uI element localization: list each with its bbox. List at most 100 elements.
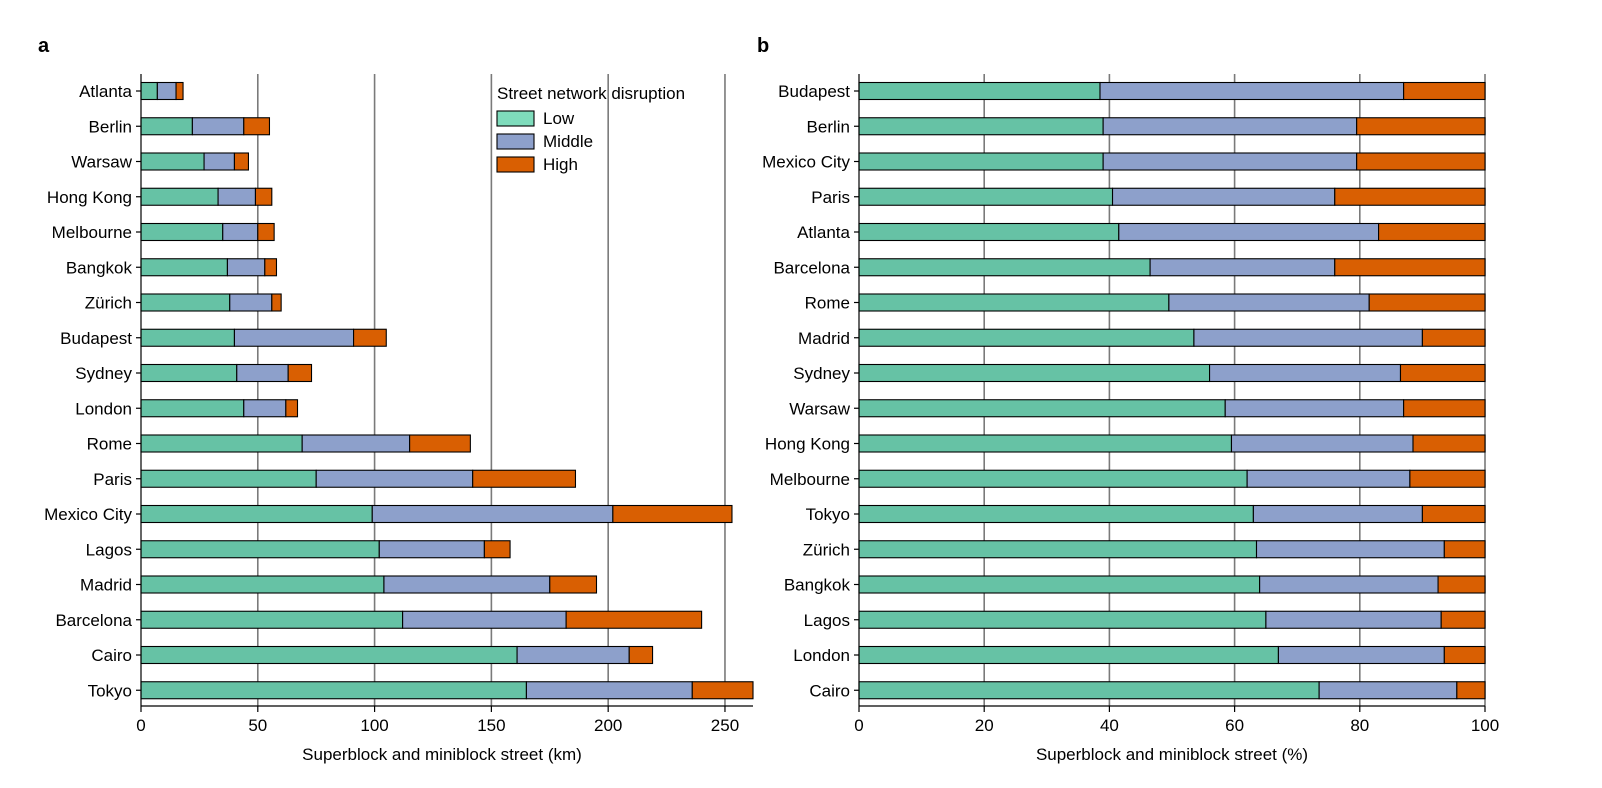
panel-b-bars bbox=[858, 81, 1486, 700]
panel-b-x-axis-title: Superblock and miniblock street (%) bbox=[1036, 745, 1308, 764]
bar-bangkok-low bbox=[858, 575, 1261, 594]
bar-bangkok-low bbox=[140, 258, 228, 277]
x-tick-label: 100 bbox=[1471, 716, 1499, 735]
bar-barcelona-middle bbox=[1149, 258, 1336, 277]
bar-hong-kong-low bbox=[858, 434, 1233, 453]
legend-title: Street network disruption bbox=[497, 84, 685, 103]
category-label-budapest: Budapest bbox=[60, 329, 132, 348]
x-tick-label: 150 bbox=[477, 716, 505, 735]
legend-swatch-low bbox=[496, 110, 535, 127]
bar-warsaw-low bbox=[140, 152, 205, 171]
category-label-barcelona: Barcelona bbox=[55, 611, 132, 630]
bar-rome-middle bbox=[1168, 293, 1370, 312]
panel-b-x-axis: 0 20 40 60 80 100 bbox=[854, 74, 1499, 735]
bar-sydney-middle bbox=[1209, 363, 1402, 383]
category-label-rome: Rome bbox=[805, 294, 850, 313]
category-label-lagos: Lagos bbox=[86, 540, 132, 559]
bar-atlanta-high bbox=[175, 81, 184, 101]
category-label-melbourne: Melbourne bbox=[52, 223, 132, 242]
bar-atlanta-middle bbox=[1118, 222, 1380, 242]
bar-berlin-high bbox=[243, 117, 271, 136]
category-label-mexico-city: Mexico City bbox=[44, 505, 132, 524]
bar-cairo-high bbox=[1456, 681, 1486, 700]
panel-a-category-labels: Atlanta Berlin Warsaw Hong Kong Melbourne Ban… bbox=[44, 82, 141, 700]
bar-london-low bbox=[858, 645, 1279, 665]
bar-melbourne-middle bbox=[1246, 469, 1411, 488]
bar-madrid-middle bbox=[383, 575, 551, 594]
bar-hong-kong-high bbox=[1412, 434, 1486, 453]
panel-a-chart: Atlanta Berlin Warsaw Hong Kong Melbourne Ban… bbox=[44, 74, 754, 764]
bar-budapest-high bbox=[353, 328, 387, 347]
bar-hong-kong-high bbox=[254, 187, 273, 206]
bar-rome-middle bbox=[301, 434, 411, 453]
category-label-cairo: Cairo bbox=[809, 681, 850, 700]
bar-mexico-city-middle bbox=[1102, 152, 1358, 171]
bar-zurich-high bbox=[271, 293, 282, 312]
bar-madrid-middle bbox=[1193, 328, 1423, 347]
bar-cairo-low bbox=[858, 681, 1320, 700]
category-label-warsaw: Warsaw bbox=[71, 153, 132, 172]
bar-cairo-high bbox=[628, 645, 654, 665]
panel-a-bars bbox=[140, 81, 754, 700]
bar-melbourne-high bbox=[1409, 469, 1486, 488]
category-label-budapest: Budapest bbox=[778, 82, 850, 101]
bar-melbourne-low bbox=[140, 222, 224, 242]
x-tick-label: 40 bbox=[1100, 716, 1119, 735]
bar-tokyo-low bbox=[858, 504, 1254, 524]
x-tick-label: 0 bbox=[136, 716, 145, 735]
bar-london-high bbox=[1443, 645, 1486, 665]
category-label-zurich: Zürich bbox=[803, 540, 850, 559]
bar-warsaw-low bbox=[858, 399, 1226, 418]
bar-madrid-low bbox=[140, 575, 385, 594]
bar-berlin-low bbox=[140, 117, 193, 136]
category-label-atlanta: Atlanta bbox=[79, 82, 132, 101]
category-label-hong-kong: Hong Kong bbox=[47, 188, 132, 207]
bar-bangkok-high bbox=[264, 258, 278, 277]
bar-barcelona-high bbox=[1334, 258, 1486, 277]
bar-berlin-high bbox=[1356, 117, 1486, 136]
x-tick-label: 100 bbox=[360, 716, 388, 735]
bar-london-middle bbox=[1277, 645, 1445, 665]
bar-tokyo-low bbox=[140, 681, 527, 700]
category-label-tokyo: Tokyo bbox=[88, 681, 132, 700]
bar-sydney-high bbox=[1399, 363, 1486, 383]
legend-items: Low Middle High bbox=[496, 109, 593, 174]
bar-zurich-middle bbox=[229, 293, 273, 312]
bar-mexico-city-high bbox=[1356, 152, 1486, 171]
bar-lagos-high bbox=[483, 540, 511, 559]
bar-atlanta-low bbox=[858, 222, 1120, 242]
bar-budapest-low bbox=[858, 81, 1101, 101]
bar-hong-kong-middle bbox=[1230, 434, 1414, 453]
bar-mexico-city-middle bbox=[371, 504, 614, 524]
panel-a-x-axis: 0 50 100 150 200 250 bbox=[136, 74, 753, 735]
category-label-rome: Rome bbox=[87, 435, 132, 454]
bar-lagos-middle bbox=[1265, 610, 1442, 629]
bar-budapest-high bbox=[1403, 81, 1486, 101]
bar-berlin-middle bbox=[191, 117, 245, 136]
bar-warsaw-middle bbox=[203, 152, 235, 171]
category-label-warsaw: Warsaw bbox=[789, 399, 850, 418]
bar-lagos-low bbox=[858, 610, 1267, 629]
bar-barcelona-low bbox=[140, 610, 404, 629]
category-label-bangkok: Bangkok bbox=[784, 576, 851, 595]
bar-london-high bbox=[285, 399, 299, 418]
bar-madrid-low bbox=[858, 328, 1195, 347]
bar-budapest-middle bbox=[1099, 81, 1405, 101]
bar-barcelona-middle bbox=[402, 610, 567, 629]
bar-mexico-city-low bbox=[140, 504, 373, 524]
bar-zurich-middle bbox=[1255, 540, 1445, 559]
legend-label-high: High bbox=[543, 155, 578, 174]
bar-barcelona-low bbox=[858, 258, 1151, 277]
bar-melbourne-low bbox=[858, 469, 1248, 488]
category-label-tokyo: Tokyo bbox=[806, 505, 850, 524]
category-label-london: London bbox=[75, 399, 132, 418]
bar-paris-middle bbox=[315, 469, 474, 488]
bar-berlin-low bbox=[858, 117, 1104, 136]
bar-sydney-middle bbox=[236, 363, 289, 383]
bar-bangkok-middle bbox=[226, 258, 266, 277]
bar-atlanta-middle bbox=[156, 81, 177, 101]
panel-b-category-labels: Budapest Berlin Mexico City Paris Atlanta Bar… bbox=[762, 82, 859, 700]
panel-a-gridlines bbox=[256, 74, 726, 706]
x-tick-label: 50 bbox=[248, 716, 267, 735]
panel-b-gridlines bbox=[983, 74, 1486, 706]
